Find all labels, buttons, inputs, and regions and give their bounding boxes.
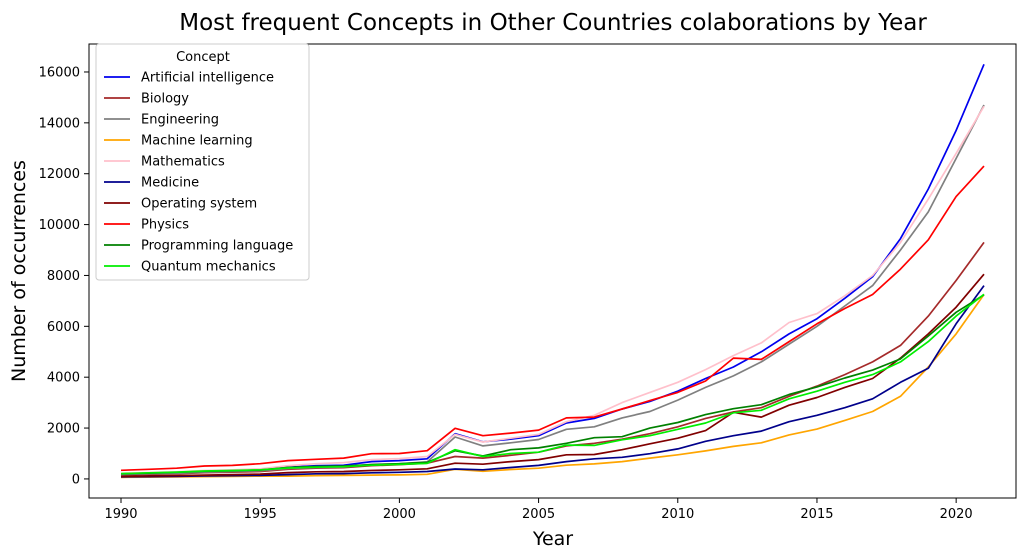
x-tick-label: 2015 — [800, 507, 833, 522]
y-tick-label: 8000 — [47, 269, 80, 284]
legend-entry-label: Operating system — [141, 197, 257, 212]
legend-entry-label: Programming language — [141, 239, 293, 254]
series-line-5 — [120, 285, 985, 478]
series-line-9 — [120, 293, 985, 475]
y-tick-label: 4000 — [47, 371, 80, 386]
y-tick-label: 10000 — [39, 218, 80, 233]
legend: Concept Artificial intelligence Biology En… — [95, 43, 310, 281]
legend-entry-label: Biology — [141, 92, 189, 107]
series-line-7 — [120, 165, 985, 472]
y-tick-label: 16000 — [39, 65, 80, 80]
legend-entry-label: Machine learning — [141, 134, 253, 149]
y-tick-label: 12000 — [39, 167, 80, 182]
x-tick-label: 2000 — [383, 507, 416, 522]
y-tick-label: 14000 — [39, 116, 80, 131]
legend-box — [95, 43, 310, 281]
legend-entry-label: Engineering — [141, 113, 219, 128]
chart-title: Most frequent Concepts in Other Countrie… — [179, 10, 927, 36]
series-line-4 — [120, 105, 985, 475]
legend-items: Artificial intelligence Biology Engineerin… — [104, 71, 293, 275]
legend-entry-label: Artificial intelligence — [141, 71, 274, 86]
x-tick-label: 1995 — [244, 507, 277, 522]
x-axis: 1990 1995 2000 2005 2010 2015 2020 — [104, 498, 973, 522]
legend-entry-label: Quantum mechanics — [141, 260, 276, 275]
x-tick-label: 2010 — [661, 507, 694, 522]
y-tick-label: 0 — [72, 472, 80, 487]
x-tick-label: 2020 — [940, 507, 973, 522]
y-tick-label: 2000 — [47, 422, 80, 437]
y-tick-label: 6000 — [47, 320, 80, 335]
series-lines — [120, 63, 985, 479]
y-axis: 0 2000 4000 6000 8000 10000 12000 14000 16000 — [39, 65, 89, 487]
x-tick-label: 2005 — [522, 507, 555, 522]
legend-title: Concept — [176, 50, 230, 65]
plot-frame — [88, 43, 1017, 499]
x-axis-title: Year — [532, 528, 573, 550]
x-tick-label: 1990 — [104, 507, 137, 522]
series-line-6 — [120, 273, 985, 478]
legend-entry-label: Medicine — [141, 176, 199, 191]
legend-entry-label: Mathematics — [141, 155, 225, 170]
legend-entry-label: Physics — [141, 218, 189, 233]
y-axis-title: Number of occurrences — [8, 160, 30, 382]
